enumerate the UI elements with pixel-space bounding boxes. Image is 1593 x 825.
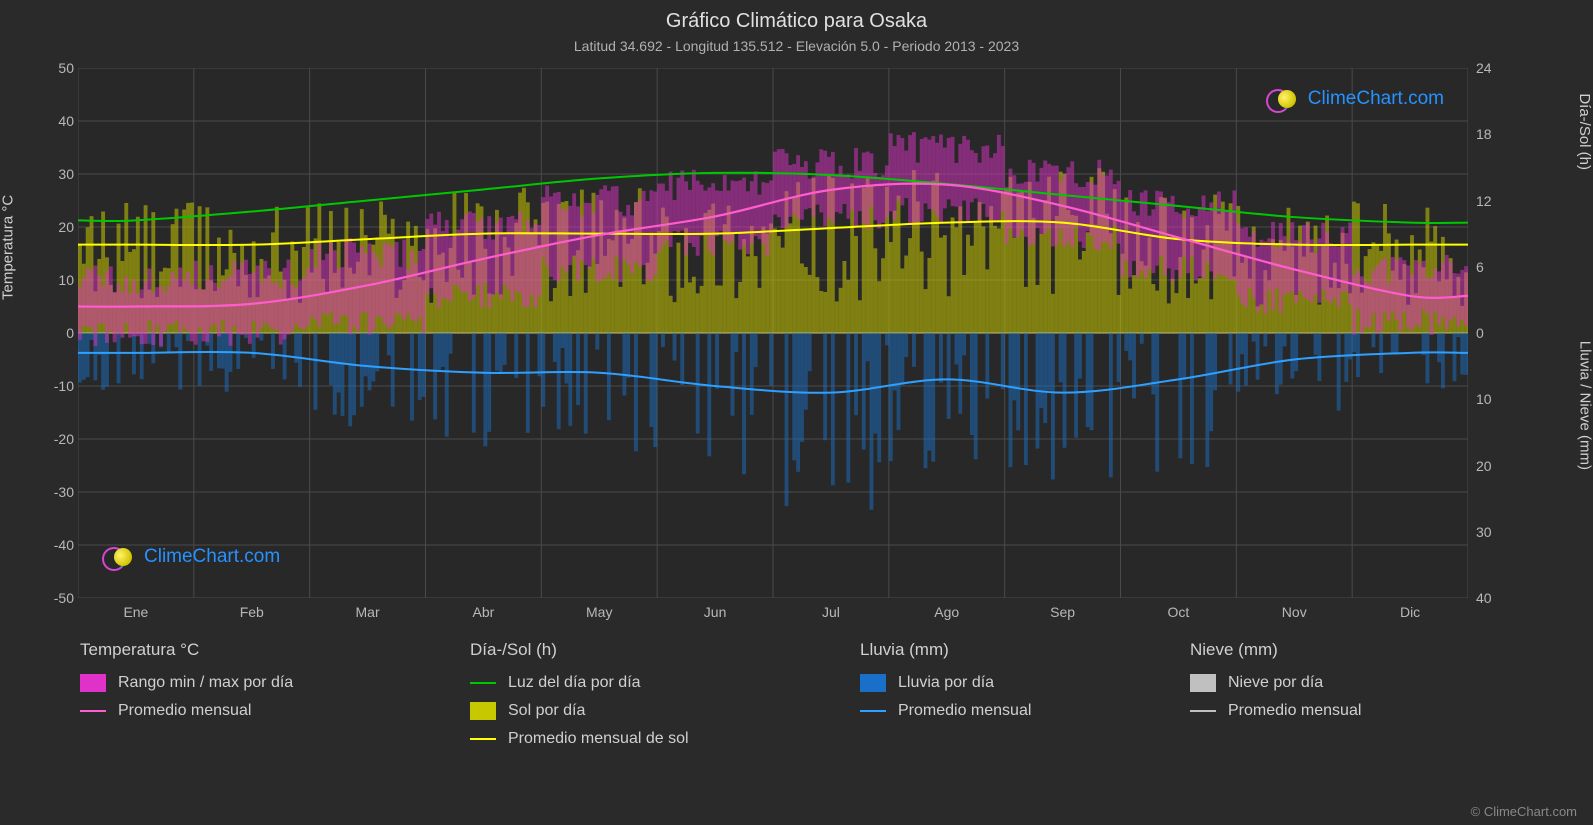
climechart-logo-icon bbox=[1266, 88, 1300, 110]
tick-label: -20 bbox=[34, 431, 74, 447]
tick-label: 30 bbox=[34, 166, 74, 182]
swatch-rain bbox=[860, 674, 886, 692]
tick-label: 10 bbox=[1476, 391, 1516, 407]
legend-col-rain: Lluvia (mm) Lluvia por día Promedio mens… bbox=[860, 640, 1190, 758]
swatch-snow bbox=[1190, 674, 1216, 692]
swatch-rain-mean bbox=[860, 710, 886, 712]
legend-label: Rango min / max por día bbox=[118, 674, 293, 692]
legend-label: Lluvia por día bbox=[898, 674, 994, 692]
legend: Temperatura °C Rango min / max por día P… bbox=[80, 640, 1540, 758]
chart-title: Gráfico Climático para Osaka bbox=[0, 10, 1593, 33]
chart-subtitle: Latitud 34.692 - Longitud 135.512 - Elev… bbox=[0, 38, 1593, 54]
legend-label: Promedio mensual bbox=[898, 702, 1031, 720]
legend-label: Sol por día bbox=[508, 702, 585, 720]
tick-label: May bbox=[569, 604, 629, 620]
legend-label: Luz del día por día bbox=[508, 674, 641, 692]
tick-label: Dic bbox=[1380, 604, 1440, 620]
swatch-temp-mean bbox=[80, 710, 106, 712]
swatch-temp-range bbox=[80, 674, 106, 692]
legend-label: Promedio mensual de sol bbox=[508, 730, 689, 748]
tick-label: Mar bbox=[338, 604, 398, 620]
legend-heading: Temperatura °C bbox=[80, 640, 440, 660]
swatch-daylight bbox=[470, 682, 496, 684]
legend-heading: Día-/Sol (h) bbox=[470, 640, 830, 660]
tick-label: 50 bbox=[34, 60, 74, 76]
chart-container: Gráfico Climático para Osaka Latitud 34.… bbox=[0, 0, 1593, 825]
legend-heading: Lluvia (mm) bbox=[860, 640, 1160, 660]
legend-item: Lluvia por día bbox=[860, 674, 1160, 692]
legend-col-snow: Nieve (mm) Nieve por día Promedio mensua… bbox=[1190, 640, 1480, 758]
tick-label: Sep bbox=[1033, 604, 1093, 620]
legend-item: Promedio mensual bbox=[860, 702, 1160, 720]
legend-col-temp: Temperatura °C Rango min / max por día P… bbox=[80, 640, 470, 758]
legend-item: Promedio mensual bbox=[80, 702, 440, 720]
legend-label: Promedio mensual bbox=[118, 702, 251, 720]
watermark-top: ClimeChart.com bbox=[1266, 88, 1444, 110]
legend-item: Sol por día bbox=[470, 702, 830, 720]
tick-label: 20 bbox=[1476, 458, 1516, 474]
legend-item: Promedio mensual bbox=[1190, 702, 1450, 720]
tick-label: 30 bbox=[1476, 524, 1516, 540]
swatch-sun bbox=[470, 702, 496, 720]
tick-label: 40 bbox=[1476, 590, 1516, 606]
tick-label: 24 bbox=[1476, 60, 1516, 76]
tick-label: Oct bbox=[1148, 604, 1208, 620]
tick-label: Ago bbox=[917, 604, 977, 620]
tick-label: Nov bbox=[1264, 604, 1324, 620]
tick-label: Jul bbox=[801, 604, 861, 620]
watermark-text: ClimeChart.com bbox=[144, 546, 280, 568]
watermark-text: ClimeChart.com bbox=[1308, 88, 1444, 110]
plot-area: ClimeChart.com ClimeChart.com bbox=[78, 68, 1468, 598]
legend-item: Luz del día por día bbox=[470, 674, 830, 692]
swatch-sun-mean bbox=[470, 738, 496, 740]
legend-item: Promedio mensual de sol bbox=[470, 730, 830, 748]
tick-label: 6 bbox=[1476, 259, 1516, 275]
tick-label: 10 bbox=[34, 272, 74, 288]
tick-label: -40 bbox=[34, 537, 74, 553]
tick-label: 12 bbox=[1476, 193, 1516, 209]
tick-label: -30 bbox=[34, 484, 74, 500]
legend-item: Rango min / max por día bbox=[80, 674, 440, 692]
tick-label: 20 bbox=[34, 219, 74, 235]
tick-label: -50 bbox=[34, 590, 74, 606]
tick-label: Ene bbox=[106, 604, 166, 620]
climechart-logo-icon bbox=[102, 546, 136, 568]
legend-label: Nieve por día bbox=[1228, 674, 1323, 692]
tick-label: 40 bbox=[34, 113, 74, 129]
legend-label: Promedio mensual bbox=[1228, 702, 1361, 720]
copyright: © ClimeChart.com bbox=[1471, 804, 1577, 819]
swatch-snow-mean bbox=[1190, 710, 1216, 712]
tick-label: -10 bbox=[34, 378, 74, 394]
chart-svg bbox=[78, 68, 1468, 598]
y-axis-label-left: Temperatura °C bbox=[0, 195, 17, 300]
tick-label: Jun bbox=[685, 604, 745, 620]
legend-col-day: Día-/Sol (h) Luz del día por día Sol por… bbox=[470, 640, 860, 758]
legend-item: Nieve por día bbox=[1190, 674, 1450, 692]
tick-label: 0 bbox=[34, 325, 74, 341]
tick-label: 18 bbox=[1476, 126, 1516, 142]
y-axis-label-right-top: Día-/Sol (h) bbox=[1577, 93, 1593, 170]
tick-label: Feb bbox=[222, 604, 282, 620]
watermark-bottom: ClimeChart.com bbox=[102, 546, 280, 568]
tick-label: Abr bbox=[453, 604, 513, 620]
y-axis-label-right-bottom: Lluvia / Nieve (mm) bbox=[1577, 341, 1593, 470]
tick-label: 0 bbox=[1476, 325, 1516, 341]
legend-heading: Nieve (mm) bbox=[1190, 640, 1450, 660]
